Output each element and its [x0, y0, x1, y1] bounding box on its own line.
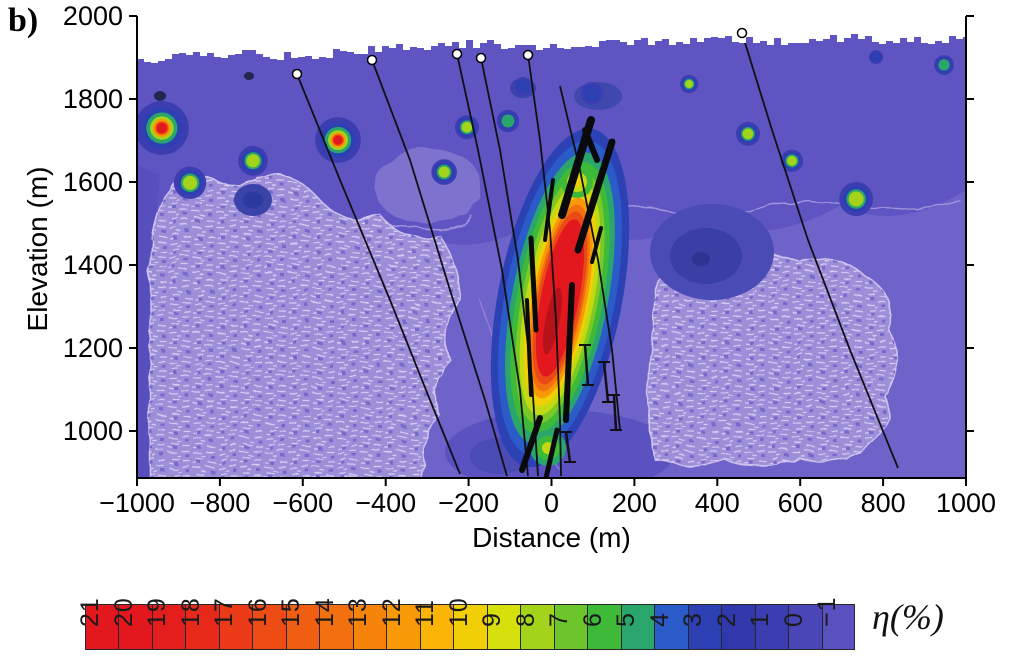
y-tick-label: 1000 — [63, 416, 123, 446]
y-tick-label: 1400 — [63, 250, 123, 280]
colorbar-title: η(%) — [872, 597, 944, 637]
borehole-trace — [741, 34, 899, 469]
x-tick-label: −1000 — [99, 488, 175, 518]
contour-field — [137, 34, 966, 478]
x-tick-label: −200 — [438, 488, 499, 518]
y-tick-label: 1600 — [63, 167, 123, 197]
drill-intersection — [543, 178, 555, 242]
borehole-trace — [527, 54, 562, 477]
x-tick-label: 1000 — [936, 488, 996, 518]
x-tick-label: −600 — [272, 488, 333, 518]
x-tick-label: 400 — [695, 488, 740, 518]
y-tick-label: 1200 — [63, 333, 123, 363]
borehole-collar — [291, 68, 303, 80]
borehole-trace — [371, 59, 508, 477]
drill-intersection — [519, 415, 543, 473]
borehole-trace — [296, 73, 461, 475]
x-tick-label: 200 — [612, 488, 657, 518]
drill-intersection — [525, 298, 533, 397]
x-tick-label: 600 — [778, 488, 823, 518]
borehole-collar — [475, 52, 487, 64]
y-tick-label: 1800 — [63, 84, 123, 114]
borehole-collar — [522, 49, 534, 61]
y-tick-label: 2000 — [63, 1, 123, 31]
borehole-trace — [456, 53, 529, 477]
drill-intersection — [528, 235, 539, 333]
x-tick-label: 800 — [861, 488, 906, 518]
x-tick-label: −400 — [355, 488, 416, 518]
drill-intersection — [590, 226, 603, 264]
drill-intersection — [574, 138, 616, 254]
borehole-trace — [480, 57, 539, 477]
axes: −1000 −800 −600 −400 −200 0 200 400 600 800 1000 20… — [63, 1, 996, 518]
figure-label: b) — [8, 2, 39, 39]
drill-intersection — [543, 427, 560, 478]
x-axis-title: Distance (m) — [472, 522, 631, 553]
borehole-collar — [736, 27, 748, 39]
x-tick-label: −800 — [189, 488, 250, 518]
borehole-collar — [451, 48, 463, 60]
drill-intersection — [563, 282, 575, 423]
borehole-collar — [366, 54, 378, 66]
x-tick-label: 0 — [544, 488, 559, 518]
borehole-trace — [559, 85, 621, 431]
drill-intersection — [582, 127, 600, 163]
